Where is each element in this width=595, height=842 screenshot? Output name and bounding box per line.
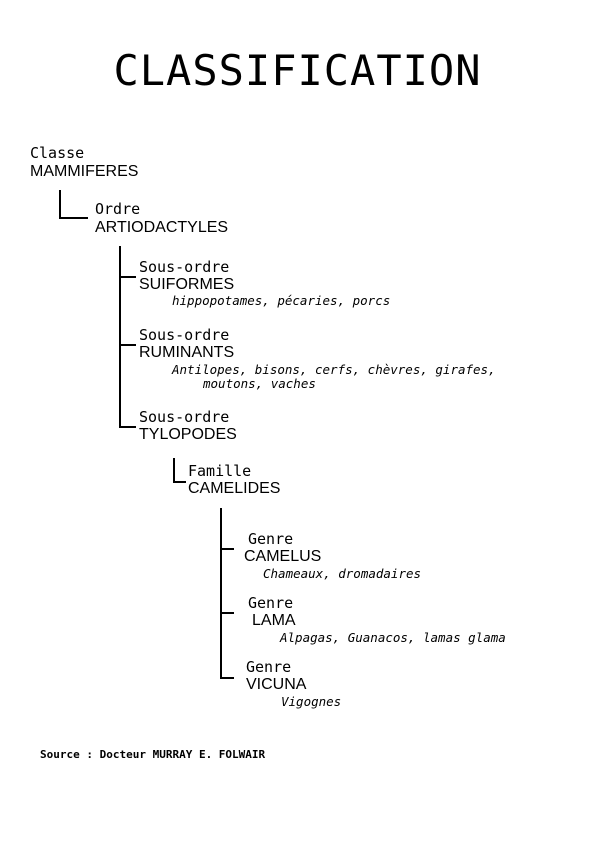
ordre-rank-label: Ordre — [95, 200, 141, 218]
genre-name-vicuna: VICUNA — [246, 676, 307, 693]
genre-rank-label: Genre — [246, 658, 292, 676]
classe-name: MAMMIFERES — [30, 163, 139, 180]
genre-examples-vicuna: Vigognes — [281, 694, 342, 709]
genre-examples-lama: Alpagas, Guanacos, lamas glama — [280, 630, 506, 645]
genre-name-camelus: CAMELUS — [244, 548, 322, 565]
tree-connector-vertical — [119, 246, 121, 428]
sous-ordre-name-tylopodes: TYLOPODES — [139, 426, 237, 443]
sous-ordre-name-ruminants: RUMINANTS — [139, 344, 235, 361]
tree-connector-horizontal — [59, 217, 88, 219]
tree-connector-vertical — [220, 508, 222, 679]
sous-ordre-rank-label: Sous-ordre — [139, 258, 230, 276]
classe-rank-label: Classe — [30, 144, 85, 162]
tree-connector-horizontal — [220, 548, 234, 550]
genre-rank-label: Genre — [248, 594, 294, 612]
tree-connector-horizontal — [220, 612, 234, 614]
source-credit: Source : Docteur MURRAY E. FOLWAIR — [40, 748, 266, 761]
famille-rank-label: Famille — [188, 462, 252, 480]
sous-ordre-rank-label: Sous-ordre — [139, 326, 230, 344]
tree-connector-horizontal — [220, 677, 234, 679]
genre-name-lama: LAMA — [252, 612, 296, 629]
genre-examples-camelus: Chameaux, dromadaires — [263, 566, 422, 581]
sous-ordre-name-suiformes: SUIFORMES — [139, 276, 235, 293]
page-title: CLASSIFICATION — [113, 46, 482, 95]
tree-connector-vertical — [173, 458, 175, 483]
tree-connector-horizontal — [173, 481, 186, 483]
sous-ordre-examples-suiformes: hippopotames, pécaries, porcs — [172, 293, 391, 308]
famille-name: CAMELIDES — [188, 480, 281, 497]
genre-rank-label: Genre — [248, 530, 294, 548]
tree-connector-horizontal — [119, 276, 136, 278]
sous-ordre-rank-label: Sous-ordre — [139, 408, 230, 426]
ordre-name: ARTIODACTYLES — [95, 219, 229, 236]
tree-connector-vertical — [59, 190, 61, 219]
tree-connector-horizontal — [119, 426, 136, 428]
sous-ordre-examples-ruminants-line2: moutons, vaches — [203, 376, 316, 391]
sous-ordre-examples-ruminants-line1: Antilopes, bisons, cerfs, chèvres, giraf… — [172, 362, 496, 377]
tree-connector-horizontal — [119, 344, 136, 346]
